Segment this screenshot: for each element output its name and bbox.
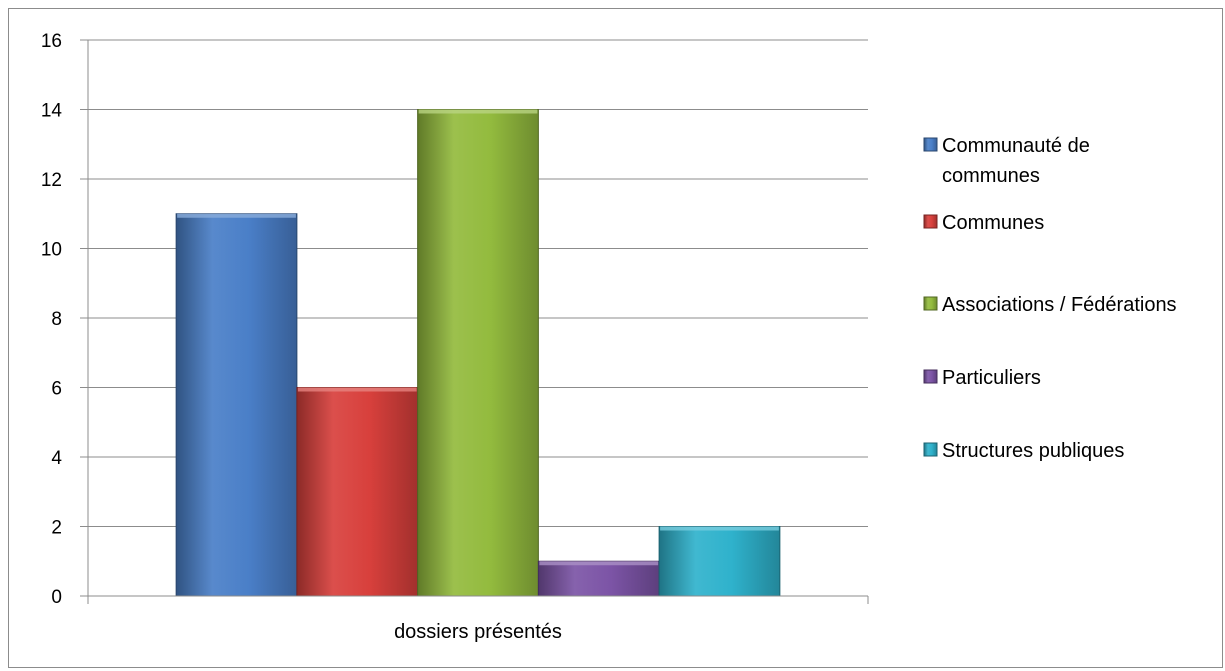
legend-item-1: Communauté de communes bbox=[923, 135, 1090, 187]
legend-swatch bbox=[923, 296, 938, 311]
bar-5 bbox=[658, 526, 781, 597]
bar-bevel-1 bbox=[177, 213, 296, 218]
bar-2 bbox=[296, 387, 419, 597]
legend-swatch bbox=[923, 214, 938, 229]
legend-swatch bbox=[923, 369, 938, 384]
bar-3 bbox=[417, 109, 539, 597]
legend-item-2: Communes bbox=[923, 212, 1044, 234]
bar-bevel-3 bbox=[418, 109, 538, 114]
bar-bevel-2 bbox=[297, 387, 417, 392]
legend: Communauté de communes Communes Association… bbox=[923, 135, 1177, 462]
legend-label: Structures publiques bbox=[942, 440, 1124, 462]
chart-frame bbox=[8, 8, 1223, 668]
y-tick-label: 12 bbox=[41, 170, 62, 191]
legend-item-4: Particuliers bbox=[923, 367, 1041, 389]
y-tick-label: 16 bbox=[41, 31, 62, 52]
y-tick-label: 14 bbox=[41, 101, 63, 122]
legend-label: Communauté de communes bbox=[942, 135, 1090, 187]
bar-bevel-5 bbox=[660, 526, 779, 531]
legend-label: Communes bbox=[942, 212, 1044, 234]
legend-item-5: Structures publiques bbox=[923, 440, 1124, 462]
bars bbox=[175, 109, 781, 597]
y-axis: 0 2 4 6 8 10 12 14 16 bbox=[41, 31, 89, 608]
y-tick-label: 6 bbox=[51, 379, 62, 400]
y-tick-label: 4 bbox=[51, 448, 62, 469]
legend-swatch bbox=[923, 442, 938, 457]
bar-4 bbox=[537, 560, 660, 597]
legend-label: Particuliers bbox=[942, 367, 1041, 389]
x-axis: dossiers présentés bbox=[87, 595, 869, 643]
x-category-label: dossiers présentés bbox=[394, 621, 562, 643]
y-tick-label: 2 bbox=[51, 518, 62, 539]
y-tick-label: 0 bbox=[51, 587, 62, 608]
legend-item-3: Associations / Fédérations bbox=[923, 294, 1177, 316]
legend-swatch bbox=[923, 137, 938, 152]
bar-bevel-4 bbox=[539, 561, 659, 566]
legend-label: Associations / Fédérations bbox=[942, 294, 1177, 316]
y-tick-label: 8 bbox=[51, 309, 62, 330]
bar-1 bbox=[175, 213, 298, 597]
y-tick-label: 10 bbox=[41, 240, 62, 261]
